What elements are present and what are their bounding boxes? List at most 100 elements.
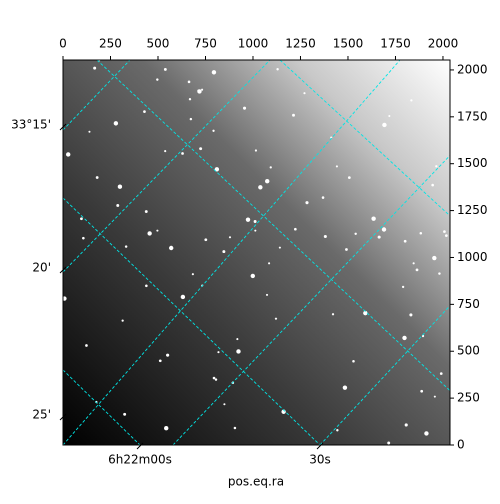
star xyxy=(222,250,226,254)
star xyxy=(409,313,413,317)
star xyxy=(80,217,83,221)
star xyxy=(217,351,220,354)
star xyxy=(335,165,338,168)
star xyxy=(236,349,241,354)
star xyxy=(321,196,325,199)
star xyxy=(181,152,184,155)
x-tick-label: 500 xyxy=(147,37,170,51)
star xyxy=(197,89,202,94)
star xyxy=(233,426,237,430)
y-tick-label: 250 xyxy=(457,391,480,405)
star xyxy=(156,78,159,81)
star xyxy=(345,248,348,251)
star xyxy=(63,296,67,301)
star xyxy=(387,441,391,445)
star xyxy=(431,183,434,187)
coordinate-grid xyxy=(63,60,450,445)
star xyxy=(145,284,148,288)
star xyxy=(88,130,91,133)
star xyxy=(212,376,216,380)
star xyxy=(236,338,239,341)
star xyxy=(415,268,419,272)
star xyxy=(242,106,247,110)
ra-tick xyxy=(316,442,324,450)
star xyxy=(292,113,295,117)
grid-line xyxy=(279,60,450,217)
star xyxy=(199,147,203,151)
star xyxy=(180,294,186,300)
star xyxy=(352,359,355,363)
x-tick-label: 1500 xyxy=(333,37,364,51)
grid-line xyxy=(96,60,450,392)
star xyxy=(377,235,381,239)
star xyxy=(363,310,368,316)
star xyxy=(276,68,279,71)
star xyxy=(85,344,88,347)
star xyxy=(163,67,167,71)
grid-line xyxy=(319,305,450,445)
star xyxy=(404,423,408,427)
x-tick-label: 750 xyxy=(194,37,217,51)
x-tick-label: 1750 xyxy=(380,37,411,51)
x-tick-label: 0 xyxy=(59,37,67,51)
star xyxy=(164,150,167,153)
star xyxy=(294,227,297,231)
sky-image xyxy=(63,60,450,445)
star xyxy=(191,273,194,276)
star xyxy=(444,234,448,238)
star xyxy=(66,152,71,157)
grid-line xyxy=(63,197,321,445)
star xyxy=(254,149,258,152)
star xyxy=(354,232,357,235)
x-axis-label: pos.eq.ra xyxy=(228,475,284,489)
grid-line xyxy=(63,60,131,131)
y-tick-label: 1750 xyxy=(457,109,488,123)
grid-line xyxy=(63,60,401,445)
ra-tick xyxy=(136,442,144,450)
star xyxy=(204,238,208,242)
star xyxy=(245,217,251,222)
star xyxy=(269,166,272,169)
star xyxy=(156,229,159,232)
star xyxy=(419,231,423,235)
x-tick-label: 1250 xyxy=(285,37,316,51)
star xyxy=(147,231,152,236)
y-tick-label: 750 xyxy=(457,297,480,311)
star xyxy=(121,319,124,322)
star xyxy=(201,88,204,91)
star xyxy=(254,229,257,232)
star xyxy=(412,262,415,265)
star xyxy=(342,385,348,390)
star xyxy=(143,110,146,113)
star xyxy=(189,117,193,121)
star xyxy=(303,92,306,95)
y-tick-label: 0 xyxy=(457,438,465,452)
star xyxy=(435,165,438,168)
y-tick-label: 1000 xyxy=(457,250,488,264)
star xyxy=(388,115,391,118)
star xyxy=(382,122,387,128)
y-tick-label: 1500 xyxy=(457,156,488,170)
y-tick-label: 500 xyxy=(457,344,480,358)
star xyxy=(117,184,123,189)
star xyxy=(124,245,128,248)
star xyxy=(164,426,169,431)
x-tick-label: 1000 xyxy=(238,37,269,51)
star xyxy=(168,245,174,251)
star xyxy=(211,70,217,75)
star xyxy=(371,216,376,221)
star xyxy=(432,255,437,261)
y-tick-label: 1250 xyxy=(457,203,488,217)
dec-tick-label: 33°15' xyxy=(11,118,51,132)
grid-line xyxy=(63,60,271,273)
star xyxy=(113,121,119,126)
star xyxy=(331,313,335,316)
star xyxy=(403,239,407,243)
dec-tick xyxy=(59,123,67,131)
star xyxy=(214,378,218,381)
star xyxy=(187,80,191,84)
star xyxy=(250,273,255,279)
dec-tick-label: 25' xyxy=(32,408,51,422)
grid-line xyxy=(172,154,450,445)
star xyxy=(228,236,232,239)
